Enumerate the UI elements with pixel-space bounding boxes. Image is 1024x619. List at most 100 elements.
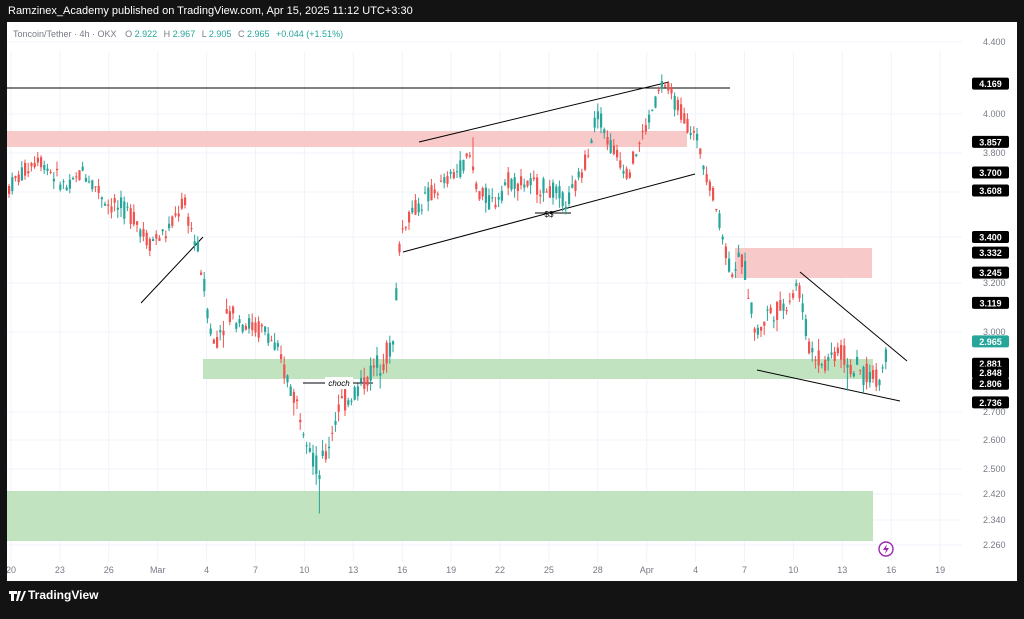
- candle-body: [139, 229, 142, 237]
- candle-body: [884, 349, 887, 362]
- supply-zone-lower: [735, 248, 872, 278]
- candle-body: [612, 145, 615, 155]
- candle-body: [443, 177, 446, 184]
- candle-body: [574, 180, 577, 191]
- chart-frame[interactable]: choch $$ Toncoin/Tether · 4h · OKX O 2.9…: [7, 22, 1017, 581]
- candle-body: [440, 180, 443, 182]
- candle-body: [312, 452, 315, 467]
- candle-body: [772, 320, 775, 322]
- candle-body: [222, 330, 225, 336]
- candle-body: [491, 197, 494, 199]
- candle-body: [587, 155, 590, 157]
- candle-body: [747, 297, 750, 299]
- x-tick-label: 4: [204, 565, 209, 575]
- candle-body: [641, 130, 644, 132]
- candle-body: [516, 183, 519, 192]
- candle-body: [737, 252, 740, 257]
- candle-body: [760, 326, 763, 331]
- candle-body: [158, 237, 161, 241]
- candle-body: [168, 223, 171, 229]
- candle-body: [52, 178, 55, 182]
- candle-body: [795, 283, 798, 287]
- publish-header: Ramzinex_Academy published on TradingVie…: [0, 0, 1024, 22]
- candle-body: [484, 187, 487, 203]
- candle-body: [72, 178, 75, 180]
- x-tick-label: 7: [742, 565, 747, 575]
- x-tick-label: 16: [886, 565, 896, 575]
- price-chart[interactable]: choch $$ Toncoin/Tether · 4h · OKX O 2.9…: [7, 22, 1017, 581]
- tradingview-brand[interactable]: TradingView: [28, 588, 99, 602]
- candle-body: [740, 254, 743, 267]
- candle-body: [859, 369, 862, 371]
- candle-body: [289, 386, 292, 396]
- candle-body: [200, 272, 203, 275]
- sweep-label: $$: [545, 210, 554, 219]
- candle-body: [852, 372, 855, 377]
- candle-body: [27, 171, 30, 174]
- candle-body: [414, 200, 417, 215]
- candle-body: [340, 396, 343, 399]
- candle-body: [280, 354, 283, 359]
- wedge-lower-line: [756, 369, 901, 402]
- x-tick-label: 26: [104, 565, 114, 575]
- candle-body: [360, 378, 363, 383]
- candle-body: [843, 345, 846, 365]
- candle-body: [833, 351, 836, 362]
- candle-body: [84, 177, 87, 182]
- candle-body: [609, 140, 612, 153]
- candle-body: [520, 176, 523, 186]
- replay-button[interactable]: [878, 541, 894, 557]
- time-axis[interactable]: 20 23 26 Mar 4 7 10 13 16 19 22 25 28 Apr 4 7 10 13 16 19: [7, 565, 945, 575]
- candle-body: [40, 157, 43, 168]
- candle-body: [596, 111, 599, 120]
- symbol-name: Toncoin/Tether · 4h · OKX: [13, 29, 117, 39]
- candle-body: [174, 213, 177, 216]
- candle-body: [347, 400, 350, 405]
- candle-body: [292, 391, 295, 403]
- candle-body: [75, 176, 78, 178]
- candle-body: [382, 364, 385, 371]
- high-value: 2.967: [173, 29, 196, 39]
- footer-bar: TradingView: [0, 581, 1024, 609]
- candle-body: [606, 136, 609, 145]
- x-tick-label: 13: [837, 565, 847, 575]
- candle-body: [571, 184, 574, 188]
- price-tag-bg: [972, 377, 1009, 390]
- candle-body: [603, 129, 606, 134]
- candle-body: [24, 162, 27, 176]
- close-label: C: [238, 29, 245, 39]
- price-tag: 3.700: [979, 168, 1002, 178]
- x-tick-label: 20: [7, 565, 16, 575]
- price-tag: 3.857: [979, 137, 1002, 147]
- candle-body: [766, 309, 769, 311]
- candle-body: [779, 299, 782, 311]
- price-tag-bg: [972, 396, 1009, 409]
- publish-title: Ramzinex_Academy published on TradingVie…: [8, 5, 413, 17]
- candle-body: [452, 172, 455, 179]
- tradingview-logo-icon[interactable]: [8, 581, 26, 619]
- candle-body: [155, 234, 158, 239]
- y-tick-label: 4.000: [983, 109, 1006, 119]
- candle-body: [475, 183, 478, 190]
- high-label: H: [164, 29, 171, 39]
- y-tick-label: 2.340: [983, 515, 1006, 525]
- candle-body: [644, 125, 647, 132]
- close-value: 2.965: [247, 29, 270, 39]
- candle-body: [536, 177, 539, 195]
- candle-body: [129, 208, 132, 224]
- candle-body: [356, 386, 359, 397]
- candle-body: [344, 386, 347, 411]
- candle-body: [548, 186, 551, 198]
- y-tick-label: 2.420: [983, 489, 1006, 499]
- candle-body: [264, 326, 267, 332]
- candle-body: [600, 113, 603, 128]
- price-tag: 3.400: [979, 233, 1002, 243]
- candle-body: [820, 364, 823, 366]
- annotations: choch $$: [325, 210, 554, 389]
- candle-body: [401, 228, 404, 230]
- price-axis[interactable]: 4.4004.0003.8003.6003.4003.2003.0002.700…: [983, 37, 1006, 550]
- candle-body: [260, 324, 263, 327]
- candle-body: [705, 174, 708, 183]
- last-price-tag: 2.965: [979, 337, 1002, 347]
- x-tick-label: 19: [446, 565, 456, 575]
